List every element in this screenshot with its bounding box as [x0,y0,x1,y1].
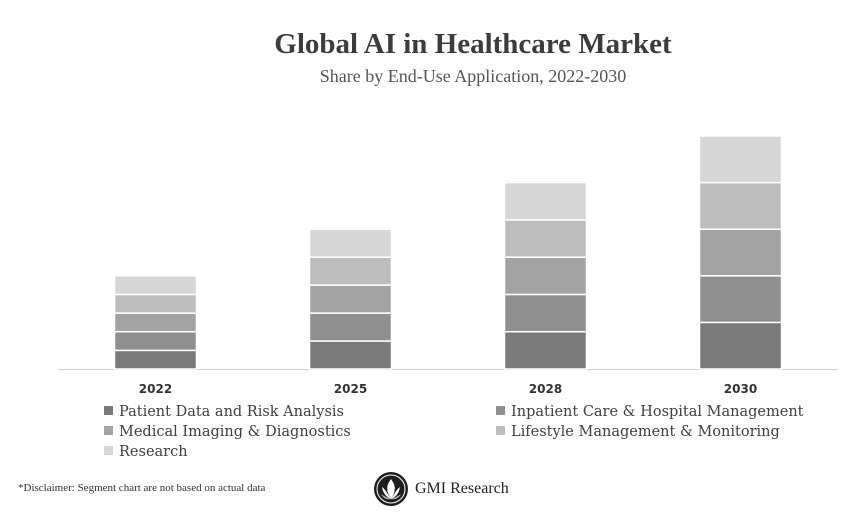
x-tick-label: 2030 [724,382,757,396]
legend-swatch [104,406,113,415]
bar-segment-2030-3 [698,181,783,230]
chart-title: Global AI in Healthcare Market [274,28,672,60]
bar-segment-2022-2 [113,312,198,333]
chart-subtitle: Share by End-Use Application, 2022-2030 [319,66,627,86]
bar-segment-2028-4 [503,181,588,221]
x-tick-label: 2025 [334,382,367,396]
bar-segment-2030-2 [698,228,783,277]
legend-swatch [496,426,505,435]
bar-segment-2028-1 [503,293,588,333]
legend-item: Research [104,444,188,460]
legend-swatch [104,426,113,435]
legend-swatch [496,406,505,415]
bar-segment-2028-3 [503,219,588,258]
bar-segment-2025-0 [308,340,393,370]
legend-label: Inpatient Care & Hospital Management [511,404,804,420]
bar-segment-2028-2 [503,256,588,296]
legend-label: Medical Imaging & Diagnostics [119,424,351,440]
bar-segment-2025-4 [308,228,393,258]
legend-label: Research [119,444,188,460]
bar-segment-2022-3 [113,293,198,314]
bar-segment-2022-1 [113,330,198,352]
bar-segment-2025-3 [308,256,393,286]
legend-item: Medical Imaging & Diagnostics [104,424,351,440]
bar-segment-2025-1 [308,312,393,342]
bar-segment-2028-0 [503,330,588,370]
legend-label: Lifestyle Management & Monitoring [511,424,780,440]
legend-swatch [104,446,113,455]
legend-label: Patient Data and Risk Analysis [119,404,344,420]
legend-item: Inpatient Care & Hospital Management [496,404,803,420]
bar-segment-2022-0 [113,349,198,370]
x-tick-label: 2022 [139,382,172,396]
brand: GMI Research [373,471,509,507]
bar-segment-2030-4 [698,135,783,184]
stacked-bar-chart: 2022 2025 2028 2030 [58,135,838,396]
bar-segment-2030-1 [698,275,783,324]
x-tick-label: 2028 [529,382,562,396]
legend-item: Patient Data and Risk Analysis [104,404,344,420]
bar-segment-2030-0 [698,321,783,370]
brand-name: GMI Research [415,480,509,497]
bar-segment-2025-2 [308,284,393,314]
gmi-research-logo-icon [374,472,408,506]
disclaimer-text: *Disclaimer: Segment chart are not based… [18,482,266,494]
legend-item: Lifestyle Management & Monitoring [496,424,780,440]
bar-segment-2022-4 [113,275,198,296]
